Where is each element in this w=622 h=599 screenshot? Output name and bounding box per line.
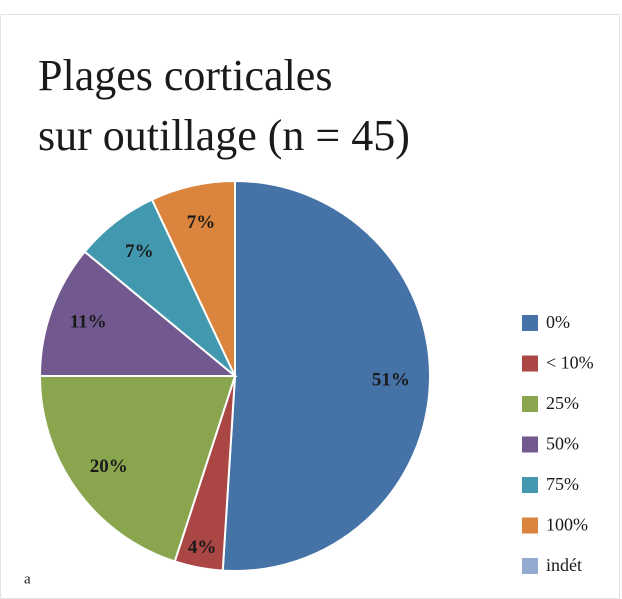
legend-swatch [522, 396, 538, 412]
data-label: 7% [125, 241, 154, 262]
pie-slice [150, 179, 236, 377]
pie-slice [38, 375, 237, 563]
pie-slice [221, 179, 431, 572]
annotation: a [24, 571, 31, 587]
legend-swatch [522, 517, 538, 534]
chart-title: sur outillage (n = 45) [38, 111, 410, 160]
chart-title: Plages corticales [38, 51, 332, 100]
legend-label: 75% [546, 474, 579, 494]
legend-label: 50% [546, 434, 579, 454]
legend-swatch [522, 558, 538, 574]
legend-label: 100% [546, 515, 588, 535]
data-label: 7% [187, 212, 216, 233]
data-label: 4% [188, 537, 217, 558]
legend-label: 25% [546, 393, 579, 413]
data-label: 20% [90, 456, 128, 477]
legend-label: indét [546, 555, 582, 575]
legend-swatch [522, 315, 538, 331]
data-label: 51% [372, 369, 410, 390]
legend-label: < 10% [546, 353, 594, 373]
legend-swatch [522, 355, 538, 372]
legend-swatch [522, 477, 538, 493]
pie-slice [38, 250, 238, 377]
data-label: 11% [70, 312, 107, 333]
legend-swatch [522, 436, 538, 453]
legend-label: 0% [546, 312, 570, 332]
